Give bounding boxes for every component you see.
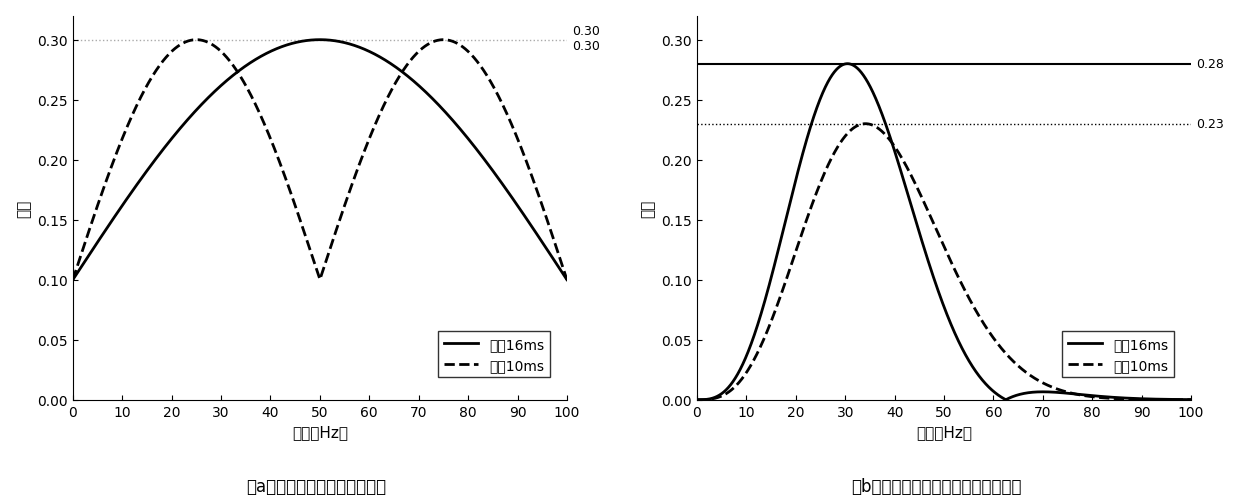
层厚10ms [66, 277, 81, 283]
层厚10ms [775, 288, 790, 294]
层厚10ms [1184, 397, 1199, 403]
Text: （a）脉冲对振幅谱及峰值振幅: （a）脉冲对振幅谱及峰值振幅 [246, 477, 387, 495]
层厚16ms [66, 277, 81, 283]
层厚16ms [277, 44, 291, 50]
层厚16ms [312, 38, 327, 44]
层厚10ms [746, 358, 761, 364]
层厚10ms [900, 167, 915, 173]
层厚16ms [689, 397, 704, 403]
Text: （b）地震反射信号振幅谱及峰值振幅: （b）地震反射信号振幅谱及峰值振幅 [851, 477, 1022, 495]
层厚16ms [879, 125, 894, 131]
层厚10ms [858, 121, 873, 127]
层厚16ms [900, 192, 915, 198]
Line: 层厚10ms: 层厚10ms [697, 124, 1192, 400]
Line: 层厚16ms: 层厚16ms [73, 41, 567, 280]
Line: 层厚16ms: 层厚16ms [697, 65, 1192, 400]
层厚16ms [1121, 395, 1136, 401]
Text: 0.28: 0.28 [1197, 58, 1224, 71]
层厚16ms [497, 184, 512, 190]
层厚10ms [549, 248, 564, 254]
层厚16ms [1174, 397, 1189, 403]
层厚10ms [255, 117, 270, 123]
层厚10ms [188, 38, 203, 44]
Y-axis label: 振幅: 振幅 [641, 199, 656, 217]
Legend: 层厚16ms, 层厚10ms: 层厚16ms, 层厚10ms [438, 332, 551, 378]
层厚16ms [839, 62, 854, 68]
层厚10ms [689, 397, 704, 403]
层厚16ms [1184, 397, 1199, 403]
层厚10ms [1174, 397, 1189, 403]
层厚10ms [122, 120, 136, 126]
Y-axis label: 振幅: 振幅 [16, 199, 32, 217]
Text: 0.30: 0.30 [572, 25, 600, 38]
层厚10ms [151, 65, 166, 71]
层厚16ms [746, 335, 761, 341]
层厚10ms [559, 277, 574, 283]
层厚10ms [277, 171, 291, 177]
Text: 0.30: 0.30 [572, 40, 600, 53]
Legend: 层厚16ms, 层厚10ms: 层厚16ms, 层厚10ms [1063, 332, 1174, 378]
层厚10ms [879, 134, 894, 140]
层厚16ms [151, 153, 166, 159]
X-axis label: 频率（Hz）: 频率（Hz） [916, 424, 972, 439]
层厚16ms [775, 230, 790, 236]
层厚16ms [255, 54, 270, 60]
层厚16ms [122, 193, 136, 199]
X-axis label: 频率（Hz）: 频率（Hz） [291, 424, 348, 439]
层厚16ms [549, 263, 564, 269]
层厚10ms [1121, 396, 1136, 402]
Text: 0.23: 0.23 [1197, 118, 1224, 131]
Line: 层厚10ms: 层厚10ms [73, 41, 567, 280]
层厚16ms [559, 277, 574, 283]
层厚10ms [497, 106, 512, 112]
